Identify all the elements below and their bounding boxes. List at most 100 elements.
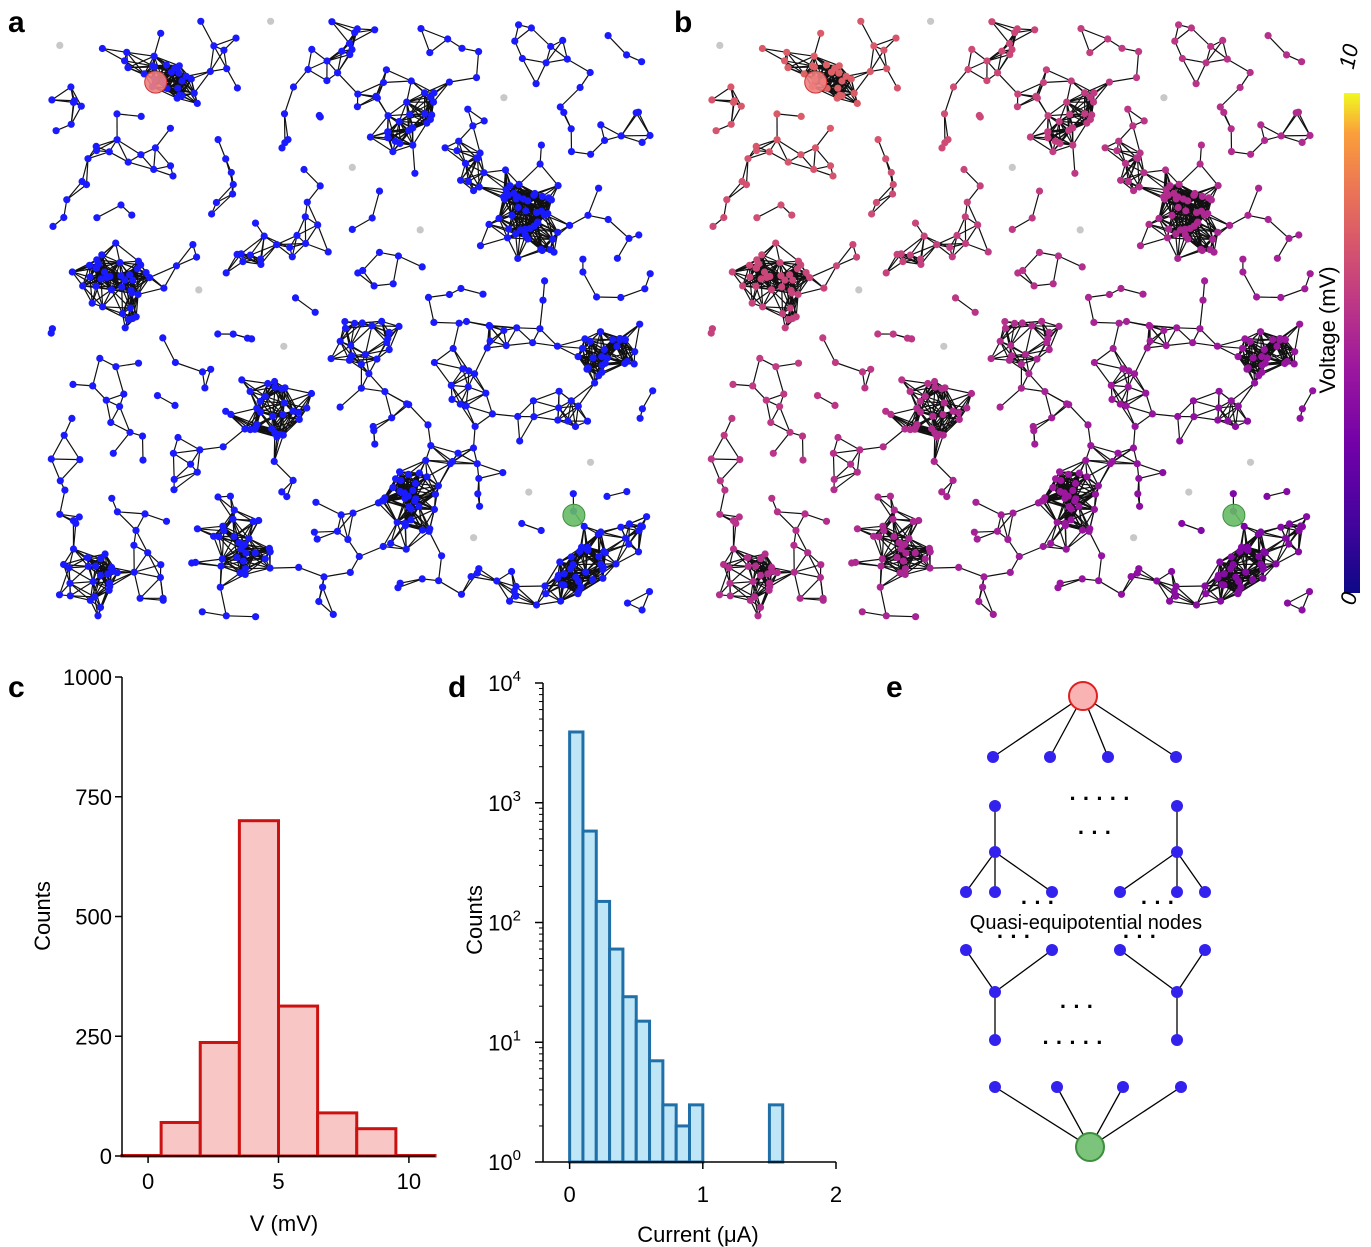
network-node (389, 484, 397, 492)
network-node (237, 545, 245, 553)
network-edge (94, 575, 102, 598)
network-edge (73, 548, 89, 567)
network-node (613, 342, 621, 350)
network-edge (545, 40, 564, 64)
network-node (488, 410, 496, 418)
network-edge (91, 289, 112, 304)
network-node (383, 338, 391, 346)
network-edge (1085, 459, 1111, 465)
network-node (92, 562, 100, 570)
network-edge (220, 573, 246, 588)
network-edge (1043, 80, 1072, 84)
network-edge (50, 435, 65, 460)
network-edge (115, 362, 139, 368)
network-edge (600, 124, 622, 137)
network-node (153, 392, 162, 400)
network-edge (141, 436, 144, 461)
network-node (266, 548, 274, 556)
network-node (635, 231, 643, 239)
network-node (252, 613, 260, 621)
network-node (156, 573, 164, 582)
network-edge (620, 112, 637, 137)
network-node (139, 456, 147, 464)
network-node (457, 590, 466, 598)
network-node (379, 542, 387, 551)
network-edge (577, 356, 603, 366)
network-edge (566, 58, 591, 74)
network-edge (557, 345, 579, 358)
network-edge (480, 237, 508, 247)
network-node (617, 523, 625, 531)
network-edge (882, 428, 906, 448)
network-edge (615, 551, 639, 565)
network-node (293, 231, 301, 239)
network-edge (901, 379, 928, 385)
network-edge (1177, 234, 1186, 259)
network-edge (420, 28, 448, 40)
network-edge (273, 460, 294, 481)
network-node (469, 444, 478, 452)
network-edge (1143, 169, 1166, 174)
network-node (387, 539, 395, 548)
network-edge (786, 51, 813, 67)
network-edge (577, 349, 605, 358)
network-node (63, 196, 71, 204)
network-node (245, 535, 253, 543)
network-node (403, 400, 411, 408)
network-edge (133, 572, 141, 599)
network-edge (557, 345, 583, 349)
network-node (638, 606, 646, 614)
network-edge (405, 530, 430, 550)
network-node (396, 139, 404, 148)
network-node (278, 385, 286, 393)
network-node (336, 337, 344, 345)
network-node (575, 588, 583, 596)
network-node (389, 280, 397, 288)
network-edge (127, 65, 153, 69)
network-edge (418, 485, 439, 507)
network-node (142, 269, 150, 277)
network-node (554, 182, 562, 190)
network-edge (73, 548, 101, 560)
network-node (193, 468, 201, 476)
network-node (427, 442, 435, 450)
network-node (222, 407, 230, 415)
network-edge (733, 548, 761, 560)
network-node (541, 211, 549, 219)
network-node (130, 568, 138, 576)
network-edge (196, 449, 201, 473)
network-node (48, 96, 56, 104)
network-node (323, 57, 331, 65)
network-node (68, 268, 76, 276)
network-node (416, 226, 424, 234)
network-edge (492, 413, 518, 418)
network-edge (50, 458, 61, 482)
network-edge (529, 227, 553, 240)
network-edge (111, 566, 135, 573)
network-node (301, 213, 309, 221)
network-node (537, 245, 545, 253)
network-edge (244, 408, 258, 430)
network-node (169, 449, 177, 457)
network-node (69, 545, 78, 553)
network-node (357, 384, 365, 392)
network-node (586, 68, 594, 77)
network-edge (425, 460, 439, 487)
network-edge (607, 219, 630, 239)
network-node (214, 330, 222, 338)
network-edge (483, 169, 506, 174)
network-node (394, 252, 402, 260)
network-edge (433, 362, 452, 386)
network-edge (1158, 198, 1177, 219)
network-node (101, 550, 109, 558)
network-node (98, 251, 106, 259)
network-edge (430, 445, 459, 454)
network-node (112, 239, 120, 247)
network-edge (244, 558, 266, 575)
network-node (144, 549, 152, 557)
network-node (637, 522, 645, 530)
network-node (638, 58, 646, 66)
network-edge (232, 518, 250, 539)
network-edge (832, 453, 835, 480)
network-node (132, 313, 140, 321)
